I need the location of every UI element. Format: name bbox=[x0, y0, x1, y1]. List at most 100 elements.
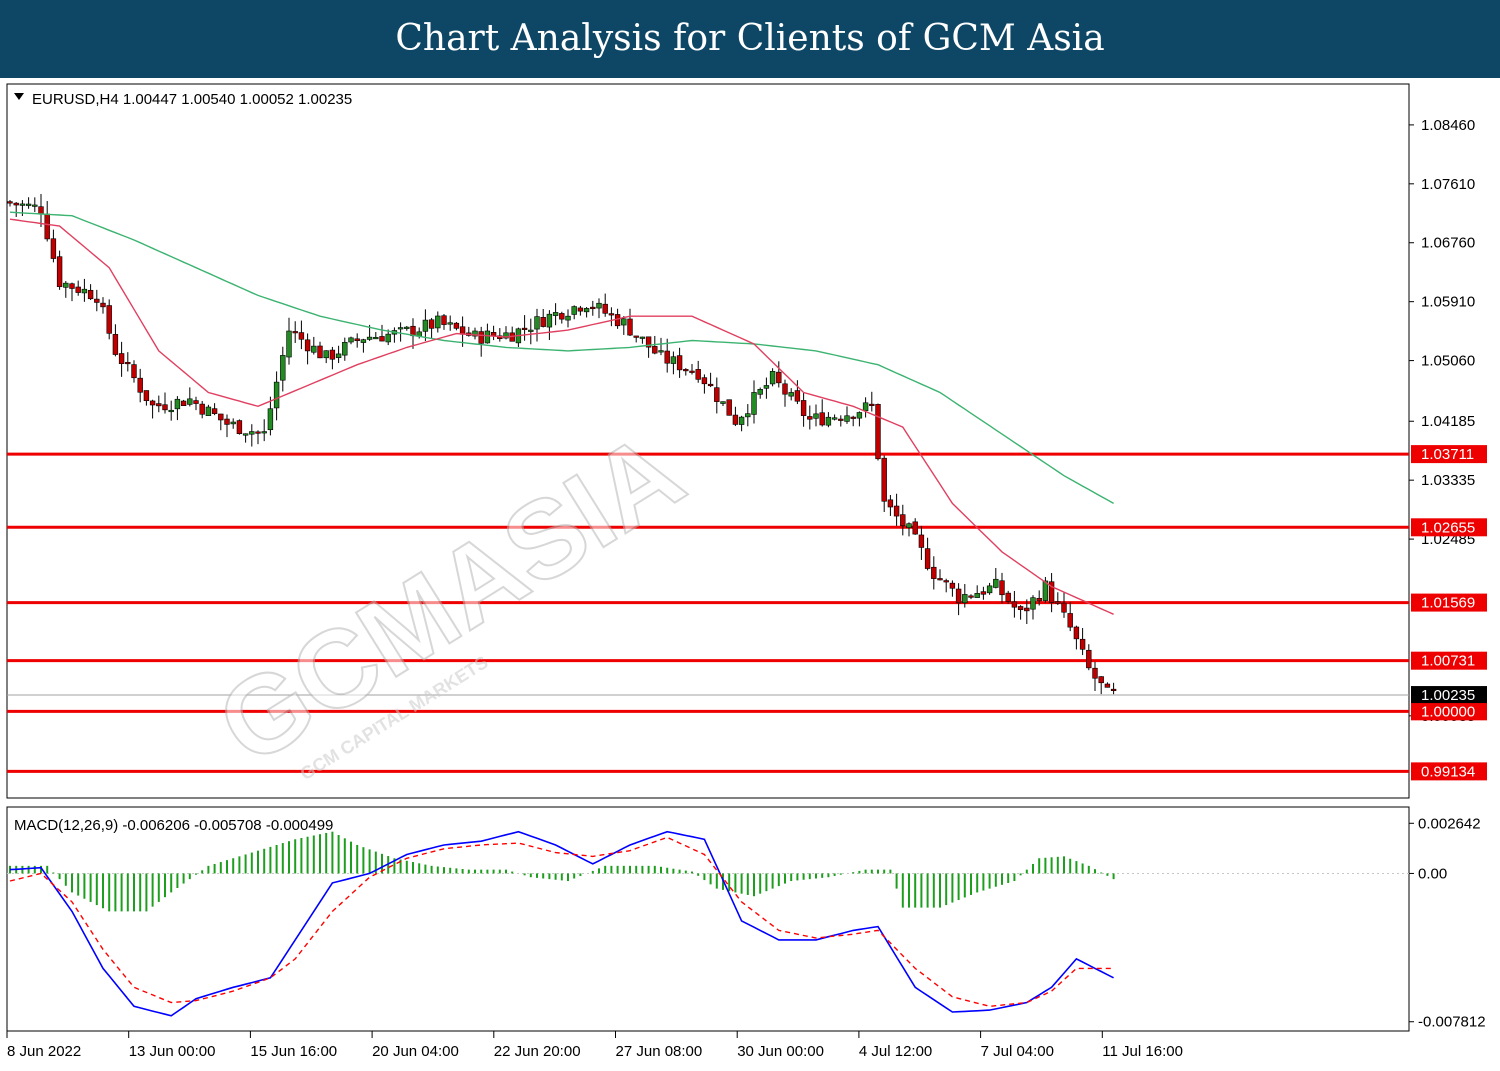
candle bbox=[608, 307, 615, 327]
candle bbox=[769, 368, 776, 387]
candle bbox=[1098, 676, 1104, 695]
candle bbox=[1011, 590, 1018, 618]
candle bbox=[844, 406, 850, 424]
macd-axis: 0.002642 0.00 -0.007812 bbox=[1409, 815, 1486, 1031]
signal-line bbox=[9, 836, 1114, 1008]
candle bbox=[255, 430, 261, 445]
candle bbox=[794, 380, 801, 405]
candle bbox=[1024, 599, 1030, 624]
candle bbox=[521, 315, 528, 341]
time-tick-label: 22 Jun 20:00 bbox=[494, 1043, 581, 1060]
candle bbox=[559, 311, 565, 324]
candle bbox=[999, 572, 1005, 604]
candle bbox=[69, 282, 75, 302]
candle bbox=[100, 297, 106, 314]
candle bbox=[1110, 682, 1117, 695]
ma-fast-line bbox=[9, 218, 1114, 615]
level-badge-label: 1.00731 bbox=[1421, 653, 1475, 670]
candle bbox=[1048, 573, 1055, 613]
candle bbox=[577, 305, 584, 316]
candle bbox=[261, 419, 267, 442]
candle bbox=[230, 418, 236, 429]
time-tick-label: 11 Jul 16:00 bbox=[1102, 1043, 1183, 1060]
candle bbox=[205, 404, 212, 416]
candle bbox=[701, 374, 708, 394]
candle bbox=[627, 308, 633, 336]
candle bbox=[273, 371, 280, 421]
candle bbox=[862, 397, 869, 418]
candle bbox=[329, 346, 336, 370]
candle bbox=[118, 341, 125, 377]
collapse-triangle-icon[interactable] bbox=[14, 93, 24, 100]
price-plot bbox=[7, 193, 1409, 773]
candle bbox=[720, 401, 726, 407]
candle bbox=[875, 403, 881, 461]
candle bbox=[838, 415, 844, 427]
header-title: Chart Analysis for Clients of GCM Asia bbox=[395, 18, 1105, 59]
candle bbox=[397, 322, 404, 342]
candle bbox=[199, 400, 205, 419]
candle bbox=[311, 336, 317, 355]
candle bbox=[633, 335, 639, 343]
candle bbox=[906, 522, 912, 537]
price-tick-label: 1.05060 bbox=[1421, 353, 1475, 370]
time-tick-label: 13 Jun 00:00 bbox=[129, 1043, 216, 1060]
candle bbox=[75, 280, 81, 296]
macd-line bbox=[9, 830, 1114, 1017]
candle bbox=[267, 396, 274, 436]
price-tick-label: 1.04185 bbox=[1421, 413, 1475, 430]
candle bbox=[695, 360, 701, 383]
candle bbox=[993, 568, 999, 589]
candle bbox=[348, 336, 354, 345]
price-tick-label: 1.08460 bbox=[1421, 117, 1475, 134]
candle bbox=[292, 321, 298, 343]
candle bbox=[125, 352, 131, 372]
level-badge bbox=[1411, 762, 1487, 781]
macd-info: MACD(12,26,9) -0.006206 -0.005708 -0.000… bbox=[14, 817, 333, 834]
level-badge-label: 1.00000 bbox=[1421, 703, 1475, 720]
candle bbox=[893, 493, 900, 526]
level-badge bbox=[1411, 702, 1487, 721]
candle bbox=[317, 341, 323, 359]
candle bbox=[447, 315, 453, 331]
candle bbox=[187, 387, 193, 407]
symbol-info: EURUSD,H4 1.00447 1.00540 1.00052 1.0023… bbox=[32, 91, 352, 108]
candle bbox=[25, 197, 32, 209]
candle bbox=[782, 379, 788, 407]
candle bbox=[385, 329, 391, 346]
time-tick-label: 20 Jun 04:00 bbox=[372, 1043, 459, 1060]
candle bbox=[193, 396, 199, 411]
candle bbox=[949, 580, 956, 597]
time-axis: 8 Jun 2022 13 Jun 00:00 15 Jun 16:00 20 Jun… bbox=[6, 1031, 1183, 1060]
time-tick-label: 4 Jul 12:00 bbox=[859, 1043, 932, 1060]
candle bbox=[360, 338, 367, 353]
candle bbox=[441, 314, 447, 330]
candle bbox=[180, 399, 187, 407]
macd-panel bbox=[6, 806, 1410, 1032]
candle bbox=[831, 414, 838, 421]
candle bbox=[881, 455, 887, 512]
candle bbox=[788, 388, 794, 401]
candle bbox=[813, 404, 819, 427]
level-badge-label: 0.99134 bbox=[1421, 763, 1475, 780]
candle bbox=[980, 586, 987, 600]
time-tick-label: 8 Jun 2022 bbox=[7, 1043, 81, 1060]
candle bbox=[658, 337, 664, 356]
candle bbox=[1067, 602, 1073, 632]
candle bbox=[645, 336, 652, 358]
candle bbox=[131, 360, 137, 383]
price-tick-label: 1.05910 bbox=[1421, 294, 1475, 311]
candle bbox=[621, 316, 627, 335]
candle bbox=[583, 306, 590, 318]
candle bbox=[937, 569, 943, 581]
level-badge-label: 1.01569 bbox=[1421, 595, 1475, 612]
candle bbox=[1086, 644, 1092, 671]
candle bbox=[50, 229, 57, 263]
candle bbox=[32, 197, 38, 212]
price-tick-label: 1.07610 bbox=[1421, 176, 1475, 193]
candle bbox=[280, 346, 286, 392]
candle bbox=[1061, 592, 1067, 618]
candle bbox=[249, 424, 255, 447]
candle bbox=[304, 333, 311, 365]
candle bbox=[639, 336, 646, 344]
